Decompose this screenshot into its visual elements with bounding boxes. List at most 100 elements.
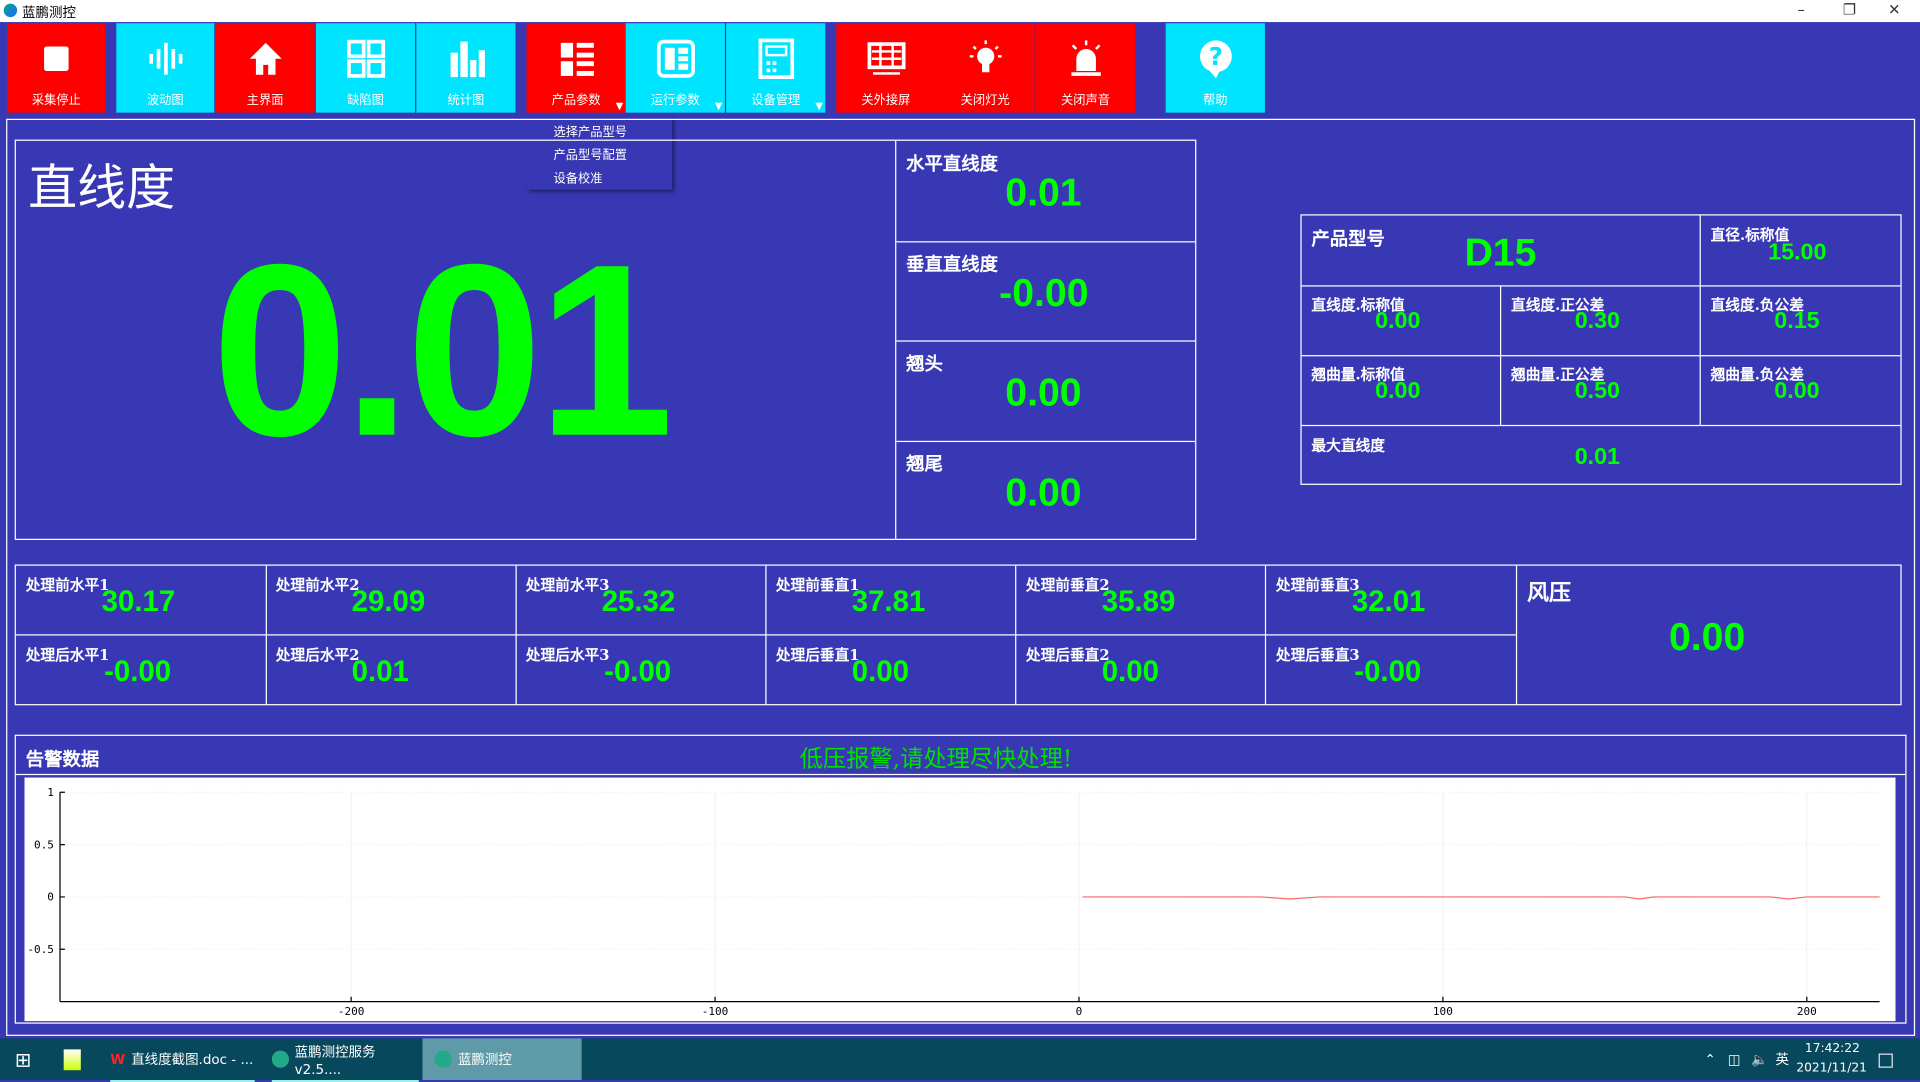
menu-item-calibration[interactable]: 设备校准 bbox=[553, 172, 603, 187]
measurement-cell: 处理前垂直1 37.81 bbox=[766, 566, 1015, 635]
diameter-label: 直径.标称值 bbox=[1710, 226, 1790, 244]
diameter-value: 15.00 bbox=[1768, 240, 1827, 266]
side-metric-value: 0.00 bbox=[1005, 369, 1082, 414]
toolbar-button-label: 关闭声音 bbox=[1061, 94, 1111, 108]
product-cell-label: 翘曲量.正公差 bbox=[1511, 366, 1605, 384]
measurement-grid: 处理前水平1 30.17 处理前水平2 29.09 处理前水平3 25.32 处… bbox=[14, 564, 1902, 706]
measurement-label: 处理后垂直1 bbox=[775, 646, 860, 664]
lanpeng-app-icon bbox=[434, 1050, 452, 1068]
minimize-button[interactable]: – bbox=[1797, 1, 1805, 19]
measurement-value: 0.00 bbox=[1101, 655, 1159, 689]
bulb-icon bbox=[936, 38, 1035, 80]
measurement-label: 处理后水平1 bbox=[25, 646, 110, 664]
product-cell-value: 0.15 bbox=[1774, 308, 1820, 335]
side-metric-label: 翘尾 bbox=[906, 452, 943, 475]
measurement-value: 25.32 bbox=[601, 585, 676, 619]
product-cell-label: 翘曲量.标称值 bbox=[1311, 366, 1405, 384]
monitor-icon bbox=[836, 38, 935, 80]
menu-item-select-model[interactable]: 选择产品型号 bbox=[553, 126, 627, 140]
measurement-cell: 处理后垂直1 0.00 bbox=[766, 636, 1015, 705]
measurement-value: 37.81 bbox=[851, 585, 926, 619]
dropdown-arrow-icon[interactable]: ▼ bbox=[815, 100, 823, 112]
toolbar-button-label: 缺陷图 bbox=[347, 94, 384, 108]
alarm-title: 告警数据 bbox=[25, 748, 100, 771]
task-word-doc[interactable]: W 直线度截图.doc - ... bbox=[110, 1038, 255, 1082]
notepad-taskbar-icon[interactable] bbox=[63, 1038, 81, 1080]
wind-pressure-label: 风压 bbox=[1526, 580, 1572, 607]
window-title: 蓝鹏测控 bbox=[22, 4, 76, 21]
restore-button[interactable]: ❐ bbox=[1842, 1, 1857, 19]
measurement-cell: 处理前水平2 29.09 bbox=[266, 566, 515, 635]
toolbar-button-home[interactable]: 主界面 bbox=[215, 23, 315, 113]
close-button[interactable]: ✕ bbox=[1888, 1, 1901, 19]
measurement-label: 处理前水平1 bbox=[25, 576, 110, 594]
x-tick-label: 200 bbox=[1797, 1005, 1817, 1018]
max-straightness-value: 0.01 bbox=[1574, 444, 1620, 471]
task-service[interactable]: 蓝鹏测控服务v2.5.... bbox=[271, 1038, 419, 1082]
side-metric-label: 垂直直线度 bbox=[906, 252, 998, 275]
toolbar-button-waveform[interactable]: 波动图 bbox=[116, 23, 215, 113]
ime-indicator[interactable]: 英 bbox=[1775, 1051, 1789, 1068]
help-icon: ? bbox=[1166, 38, 1265, 80]
max-straightness-label: 最大直线度 bbox=[1311, 437, 1385, 455]
alarm-chart: 1 0.5 0 -0.5 -200 -100 0 100 200 bbox=[24, 777, 1896, 1022]
toolbar-button-label: 运行参数 bbox=[650, 94, 700, 108]
toolbar-button-alarm[interactable]: 关闭声音 bbox=[1035, 23, 1136, 113]
task-lanpeng[interactable]: 蓝鹏测控 bbox=[422, 1038, 582, 1081]
product-cell-label: 直线度.标称值 bbox=[1311, 296, 1405, 314]
side-metric-label: 翘头 bbox=[906, 352, 943, 375]
product-cell-label: 直线度.正公差 bbox=[1511, 296, 1605, 314]
measurement-cell: 处理后水平3 -0.00 bbox=[516, 636, 765, 705]
measurement-value: -0.00 bbox=[1354, 655, 1422, 689]
volume-muted-icon[interactable]: 🔈 bbox=[1751, 1051, 1768, 1068]
network-icon[interactable]: ◫ bbox=[1727, 1051, 1741, 1068]
side-metric-value: 0.01 bbox=[1005, 170, 1082, 215]
toolbar-button-device[interactable]: 设备管理 ▼ bbox=[726, 23, 826, 113]
toolbar-button-table[interactable]: 运行参数 ▼ bbox=[625, 23, 725, 113]
side-metric-value: 0.00 bbox=[1005, 469, 1082, 514]
measurement-label: 处理后垂直3 bbox=[1275, 646, 1360, 664]
menu-item-model-config[interactable]: 产品型号配置 bbox=[553, 149, 627, 163]
dropdown-arrow-icon[interactable]: ▼ bbox=[615, 100, 624, 112]
straightness-panel: 直线度 0.01 水平直线度 0.01 垂直直线度 -0.00 翘头 0.00 … bbox=[14, 139, 1197, 541]
clock-date[interactable]: 2021/11/21 bbox=[1796, 1061, 1867, 1076]
notifications-icon[interactable]: □ bbox=[1877, 1048, 1895, 1071]
measurement-cell: 处理后垂直2 0.00 bbox=[1016, 636, 1265, 705]
measurement-value: 29.09 bbox=[351, 585, 426, 619]
wind-pressure-value: 0.00 bbox=[1668, 614, 1746, 659]
series-line bbox=[1082, 896, 1880, 900]
toolbar-button-bulb[interactable]: 关闭灯光 bbox=[935, 23, 1035, 113]
toolbar-button-bar-chart[interactable]: 统计图 bbox=[416, 23, 516, 113]
measurement-cell: 处理后水平2 0.01 bbox=[266, 636, 515, 705]
y-tick-label: -0.5 bbox=[27, 943, 54, 956]
measurement-cell: 处理前垂直2 35.89 bbox=[1016, 566, 1265, 635]
toolbar-button-label: 产品参数 bbox=[551, 94, 601, 108]
y-tick-label: 0.5 bbox=[34, 838, 54, 851]
dropdown-arrow-icon[interactable]: ▼ bbox=[714, 100, 723, 112]
toolbar-button-list[interactable]: 产品参数 ▼ bbox=[526, 23, 626, 113]
measurement-label: 处理后水平2 bbox=[275, 646, 360, 664]
toolbar-button-help[interactable]: ? 帮助 bbox=[1165, 23, 1265, 113]
measurement-label: 处理前水平3 bbox=[525, 576, 610, 594]
start-button[interactable]: ⊞ bbox=[14, 1047, 32, 1071]
taskbar: ⊞ W 直线度截图.doc - ... 蓝鹏测控服务v2.5.... 蓝鹏测控 ⌃… bbox=[0, 1038, 1920, 1082]
straightness-value: 0.01 bbox=[211, 214, 674, 488]
toolbar-button-defect-grid[interactable]: 缺陷图 bbox=[315, 23, 416, 113]
measurement-label: 处理前垂直1 bbox=[775, 576, 860, 594]
measurement-value: 0.01 bbox=[351, 655, 409, 689]
measurement-cell: 处理前垂直3 32.01 bbox=[1266, 566, 1515, 635]
service-app-icon bbox=[271, 1050, 289, 1068]
product-cell-label: 直线度.负公差 bbox=[1710, 296, 1804, 314]
measurement-value: 0.00 bbox=[851, 655, 909, 689]
measurement-value: -0.00 bbox=[604, 655, 672, 689]
toolbar-button-monitor[interactable]: 关外接屏 bbox=[836, 23, 936, 113]
measurement-value: -0.00 bbox=[104, 655, 172, 689]
x-tick-label: -200 bbox=[338, 1005, 365, 1018]
show-hidden-icons[interactable]: ⌃ bbox=[1704, 1051, 1716, 1068]
measurement-value: 35.89 bbox=[1101, 585, 1176, 619]
product-table: 产品型号 D15 直径.标称值 15.00 直线度.标称值 0.00 直线度.正公… bbox=[1300, 214, 1902, 485]
clock-time[interactable]: 17:42:22 bbox=[1804, 1042, 1860, 1056]
measurement-value: 32.01 bbox=[1351, 585, 1426, 619]
toolbar-button-label: 关闭灯光 bbox=[960, 94, 1010, 108]
toolbar-button-stop[interactable]: 采集停止 bbox=[7, 23, 106, 113]
